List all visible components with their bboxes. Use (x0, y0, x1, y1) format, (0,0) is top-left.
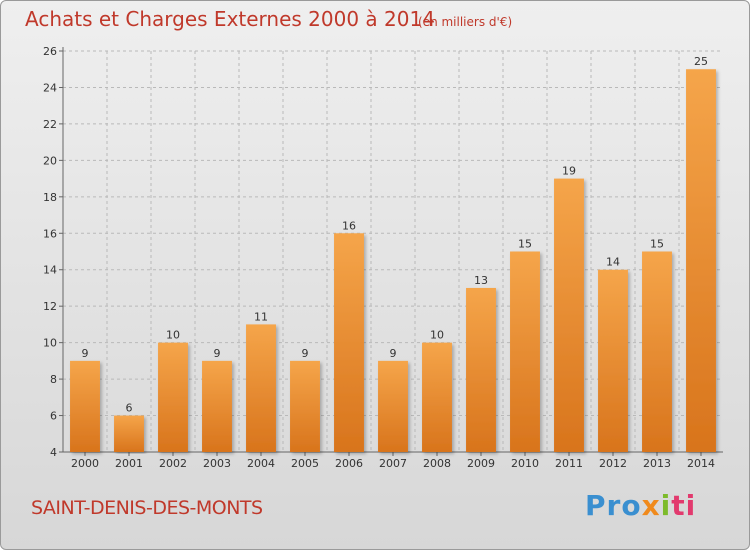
value-label-2011: 19 (562, 165, 576, 178)
y-tick-label: 18 (43, 191, 57, 204)
x-tick-label-2002: 2002 (159, 457, 187, 470)
value-label-2003: 9 (214, 347, 221, 360)
bar-2002 (158, 342, 188, 452)
value-label-2014: 25 (694, 55, 708, 68)
chart-subtitle: (en milliers d'€) (418, 15, 513, 29)
y-tick-label: 22 (43, 118, 57, 131)
bar-2001 (114, 415, 144, 452)
bar-2006 (334, 233, 364, 452)
bar-2008 (422, 342, 452, 452)
x-tick-label-2011: 2011 (555, 457, 583, 470)
x-tick-label-2009: 2009 (467, 457, 495, 470)
value-label-2012: 14 (606, 256, 620, 269)
value-label-2006: 16 (342, 219, 356, 232)
x-tick-label-2014: 2014 (687, 457, 715, 470)
y-tick-label: 8 (50, 373, 57, 386)
value-label-2000: 9 (82, 347, 89, 360)
x-tick-label-2013: 2013 (643, 457, 671, 470)
bar-2009 (466, 287, 496, 452)
value-label-2007: 9 (390, 347, 397, 360)
value-label-2008: 10 (430, 329, 444, 342)
bar-2013 (642, 251, 672, 452)
value-label-2001: 6 (126, 402, 133, 415)
bar-2007 (378, 360, 408, 452)
bar-2014 (686, 69, 716, 453)
y-tick-label: 26 (43, 45, 57, 58)
y-tick-label: 14 (43, 264, 57, 277)
bars (70, 69, 716, 453)
logo-part-1: Pro (585, 489, 642, 522)
value-label-2013: 15 (650, 238, 664, 251)
value-label-2010: 15 (518, 238, 532, 251)
bar-2005 (290, 360, 320, 452)
logo-part-3: i (660, 489, 672, 522)
x-tick-label-2003: 2003 (203, 457, 231, 470)
x-tick-label-2008: 2008 (423, 457, 451, 470)
chart-title: Achats et Charges Externes 2000 à 2014 (25, 7, 435, 31)
x-tick-label-2006: 2006 (335, 457, 363, 470)
bar-2003 (202, 360, 232, 452)
commune-name: SAINT-DENIS-DES-MONTS (31, 497, 263, 519)
bar-2012 (598, 269, 628, 452)
data-labels: 9 6 10 9 11 9 16 9 10 13 15 19 14 15 25 (82, 55, 709, 414)
logo-part-2: x (641, 489, 661, 522)
y-tick-label: 4 (50, 446, 57, 459)
x-tick-label-2007: 2007 (379, 457, 407, 470)
bar-2004 (246, 324, 276, 452)
x-tick-label-2000: 2000 (71, 457, 99, 470)
y-tick-label: 12 (43, 300, 57, 313)
x-tick-label-2005: 2005 (291, 457, 319, 470)
bar-2011 (554, 178, 584, 452)
bar-2000 (70, 360, 100, 452)
axes: 4 6 8 10 12 14 16 18 20 22 24 26 2000 2001 2002 2003 200… (43, 45, 723, 470)
y-tick-label: 10 (43, 337, 57, 350)
value-label-2009: 13 (474, 274, 488, 287)
value-label-2004: 11 (254, 310, 268, 323)
x-tick-label-2010: 2010 (511, 457, 539, 470)
bar-2010 (510, 251, 540, 452)
x-tick-label-2004: 2004 (247, 457, 275, 470)
value-label-2002: 10 (166, 329, 180, 342)
y-tick-label: 24 (43, 81, 57, 94)
x-tick-label-2012: 2012 (599, 457, 627, 470)
logo-part-4: ti (671, 489, 697, 522)
y-tick-label: 6 (50, 410, 57, 423)
y-tick-label: 16 (43, 227, 57, 240)
y-tick-label: 20 (43, 154, 57, 167)
value-label-2005: 9 (302, 347, 309, 360)
proxiti-logo[interactable]: Proxiti (585, 489, 696, 522)
x-tick-label-2001: 2001 (115, 457, 143, 470)
